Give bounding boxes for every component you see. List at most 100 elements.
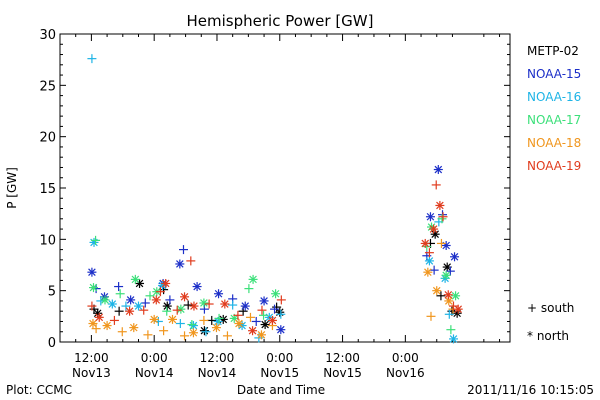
north-point [175,259,185,269]
north-point [435,200,445,210]
north-point [188,321,198,331]
legend-marker-south: + south [527,301,574,315]
south-point [114,306,124,316]
south-point [186,256,196,266]
north-point [107,299,117,309]
x-tick-label-date: Nov16 [386,366,425,380]
north-point [100,295,110,305]
north-point [432,286,442,296]
north-point [260,320,270,330]
north-point [448,334,458,344]
north-point [151,295,161,305]
north-point [240,301,250,311]
south-point [436,238,446,248]
legend: METP-02 NOAA-15 NOAA-16 NOAA-17 NOAA-18 NOAA-… [527,44,581,343]
north-point [423,267,433,277]
south-point [233,310,243,320]
south-point [143,330,153,340]
x-tick-label-date: Nov15 [260,366,299,380]
north-point [126,295,136,305]
south-point [245,312,255,322]
north-point [451,291,461,301]
north-point [429,224,439,234]
legend-marker-north: * north [527,329,569,343]
y-tick-label: 0 [48,336,56,351]
north-point [199,326,209,336]
data-marks [87,54,463,344]
south-point [201,327,211,337]
legend-entry-noaa-16: NOAA-16 [527,90,581,104]
south-point [431,180,441,190]
north-point [248,274,258,284]
north-point [214,289,224,299]
south-point [183,300,193,310]
south-point [446,325,456,335]
legend-entry-noaa-18: NOAA-18 [527,136,581,150]
x-tick-label-time: 0:00 [392,351,419,365]
x-tick-label-time: 12:00 [200,351,235,365]
north-point [176,304,186,314]
axes: 05101520253012:00Nov130:00Nov1412:00Nov1… [39,28,511,380]
north-point [89,237,99,247]
north-point [87,267,97,277]
north-point [180,292,190,302]
series-noaa-19 [87,180,463,336]
north-point [88,283,98,293]
plot-timestamp: 2011/11/16 10:15:05 [467,383,594,397]
south-point [175,319,185,329]
north-point [88,319,98,329]
north-point [441,270,451,280]
x-axis-label: Date and Time [237,383,325,397]
north-point [420,238,430,248]
south-point [117,327,127,337]
north-point [161,278,171,288]
south-point [259,310,269,320]
north-point [211,323,221,333]
south-point [159,326,169,336]
x-tick-label-time: 12:00 [325,351,360,365]
south-point [139,305,149,315]
y-tick-label: 20 [39,131,56,146]
north-point [133,301,143,311]
south-point [115,289,125,299]
south-point [121,301,131,311]
x-tick-label-date: Nov14 [198,366,237,380]
north-point [267,315,277,325]
south-point [424,248,434,258]
y-axis-label: P [GW] [5,167,19,209]
south-point [444,309,454,319]
south-point [429,265,439,275]
series-metp-02 [89,229,462,336]
north-point [271,289,281,299]
south-point [448,301,458,311]
north-point [220,299,230,309]
x-tick-label-time: 0:00 [266,351,293,365]
x-tick-label-date: Nov13 [72,366,111,380]
north-point [276,325,286,335]
north-point [444,296,454,306]
y-tick-label: 25 [39,79,56,94]
plot-credit: Plot: CCMC [6,383,72,397]
y-tick-label: 10 [39,233,56,248]
north-point [424,256,434,266]
north-point [192,282,202,292]
south-point [228,300,238,310]
south-point [445,266,455,276]
south-point [109,315,119,325]
north-point [433,165,443,175]
south-point [87,301,97,311]
north-point [425,212,435,222]
north-point [450,252,460,262]
x-tick-label-date: Nov14 [135,366,174,380]
south-point [222,331,232,341]
south-point [91,235,101,245]
north-point [440,273,450,283]
south-point [270,304,280,314]
north-point [199,298,209,308]
south-point [172,305,182,315]
south-point [257,305,267,315]
north-point [248,326,258,336]
south-point [153,316,163,326]
